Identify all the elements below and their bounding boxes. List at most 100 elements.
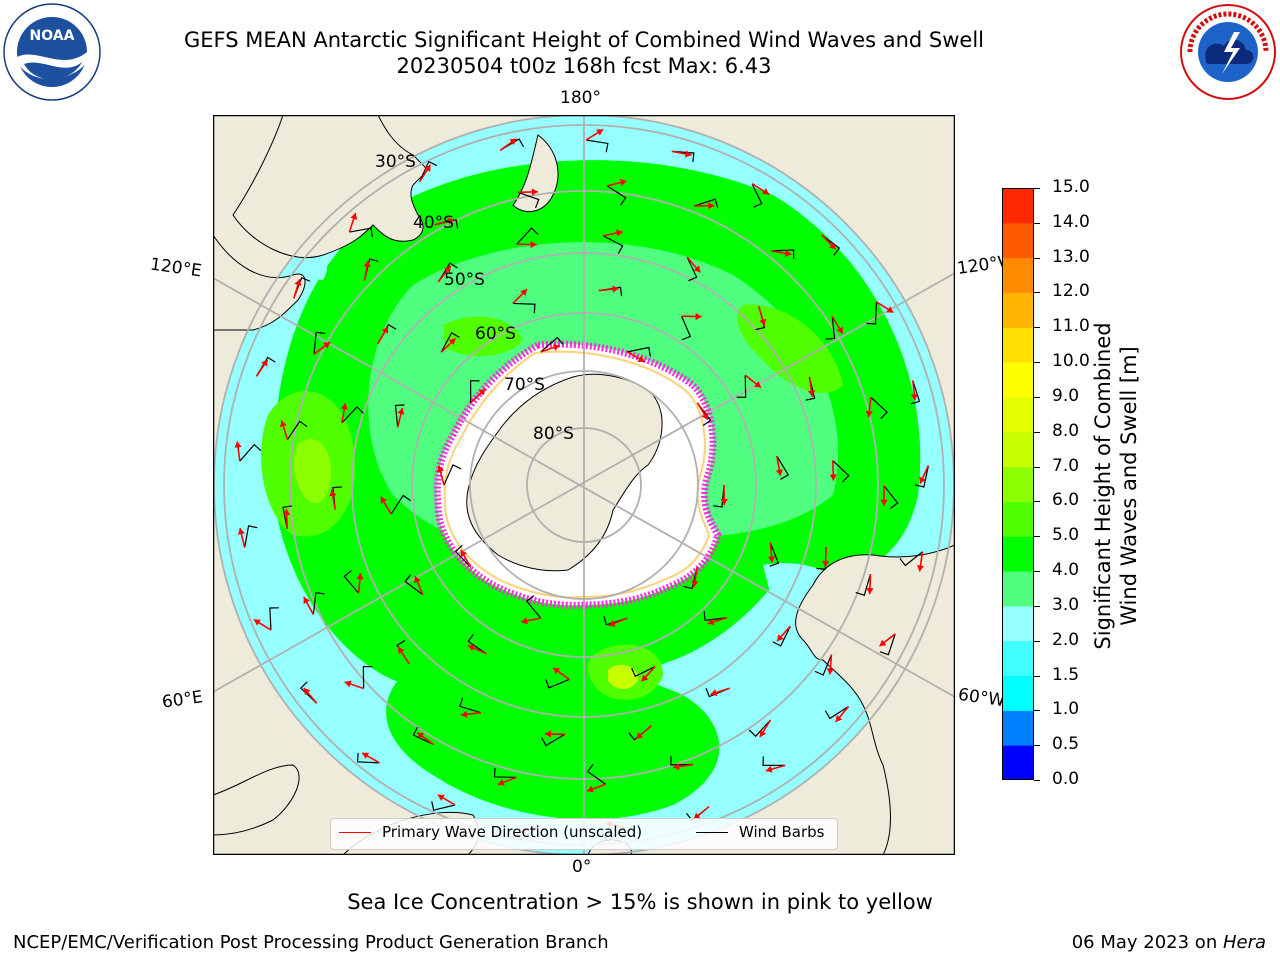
colorbar-tick-mark (1034, 362, 1040, 364)
wind-barb (312, 591, 325, 615)
wind-barb (454, 544, 472, 568)
map-subtitle: 20230504 t00z 168h fcst Max: 6.43 (396, 54, 772, 78)
colorbar-tick-label: 10.0 (1052, 351, 1090, 372)
wave-arrow-head (612, 285, 619, 293)
wind-barb (525, 595, 542, 619)
wind-barb (356, 752, 380, 764)
colorbar-tick-label: 6.0 (1052, 490, 1080, 511)
sea-ice-caption: Sea Ice Concentration > 15% is shown in … (347, 890, 933, 914)
wind-barb (517, 191, 540, 209)
colorbar-band (1002, 327, 1034, 363)
wind-barb (516, 227, 539, 245)
lon-label-60w: 60°W (956, 684, 1007, 712)
colorbar-label-line2: Wind Waves and Swell [m] (1117, 346, 1141, 626)
colorbar-band (1002, 640, 1034, 677)
wind-barb (467, 633, 487, 655)
wind-barb (286, 420, 308, 440)
wave-arrow-head (363, 260, 371, 268)
wind-barb (469, 380, 480, 403)
wave-arrow-head (509, 138, 517, 146)
wave-arrow-head (279, 420, 287, 428)
wave-arrow-head (362, 752, 370, 760)
wave-arrow-head (448, 338, 456, 346)
colorbar-tick-label: 14.0 (1052, 211, 1090, 232)
colorbar-tick-mark (1034, 745, 1040, 747)
wave-arrow-head (807, 390, 816, 397)
wind-barb (493, 767, 517, 778)
colorbar-tick-label: 9.0 (1052, 385, 1080, 406)
colorbar-outline (1002, 188, 1034, 780)
colorbar (1002, 188, 1034, 780)
wave-arrow-head (468, 644, 476, 652)
wave-arrow-head (691, 580, 699, 588)
wave-arrow-head (444, 266, 451, 274)
wave-arrow-head (767, 556, 776, 563)
wind-barb (769, 542, 780, 567)
wave-arrow-head (759, 318, 767, 326)
wind-barb (832, 460, 850, 483)
colorbar-tick-label: 11.0 (1052, 316, 1090, 337)
wave-arrow-head (765, 765, 773, 773)
colorbar-tick-label: 7.0 (1052, 455, 1080, 476)
wind-barb (703, 611, 727, 621)
wave-arrow-head (414, 576, 421, 584)
wind-barb (437, 262, 458, 283)
wave-arrow-head (417, 732, 425, 740)
wave-arrow-head (460, 549, 467, 557)
wind-barb (671, 150, 695, 163)
colorbar-band (1002, 605, 1034, 642)
wave-arrow-head (754, 381, 762, 388)
wave-arrow-head (253, 619, 261, 626)
colorbar-band (1002, 501, 1034, 537)
wind-barb (771, 249, 795, 259)
wave-arrow-head (294, 279, 302, 286)
wave-arrow-head (829, 474, 837, 481)
wind-barb (419, 160, 438, 182)
wind-barb (776, 455, 790, 480)
wave-arrow-head (447, 217, 454, 225)
colorbar-tick-label: 0.0 (1052, 769, 1080, 789)
wave-arrow-head (636, 732, 644, 739)
footer-date: 06 May 2023 on Hera (1072, 932, 1266, 953)
lat-label-40s: 40°S (413, 213, 454, 233)
wave-arrow-head (707, 618, 715, 626)
wave-arrow-head (762, 188, 770, 195)
wave-arrow-head (784, 249, 792, 257)
wind-barb (631, 666, 656, 678)
legend-barb-line (696, 832, 728, 833)
colorbar-tick-mark (1034, 640, 1040, 642)
wave-arrow-head (283, 509, 291, 516)
wave-arrow-head (637, 355, 645, 362)
nws-logo (1180, 4, 1276, 100)
footer-machine: Hera (1222, 932, 1266, 953)
wind-barbs (239, 138, 930, 842)
wind-barb (341, 406, 364, 424)
lon-label-60e: 60°E (160, 687, 205, 713)
noaa-logo: NOAA (3, 3, 101, 101)
wind-barb (313, 331, 326, 355)
wind-barb (282, 505, 292, 530)
wind-barb (751, 183, 763, 208)
colorbar-tick-label: 2.0 (1052, 629, 1080, 650)
wave-arrow-head (460, 710, 468, 718)
wave-arrow-head (673, 763, 680, 771)
wind-barb (670, 755, 693, 766)
wind-barb (866, 301, 878, 325)
wind-barb (541, 733, 566, 747)
wind-barb (443, 464, 462, 486)
wind-barb (855, 573, 872, 596)
wind-barb (239, 443, 262, 462)
wind-barb (602, 235, 624, 254)
wind-barb (586, 139, 609, 153)
wind-barb (349, 227, 373, 238)
lon-label-0: 0° (572, 857, 592, 877)
wave-arrow-head (381, 326, 388, 334)
colorbar-tick-mark (1034, 257, 1040, 259)
colorbar-tick-label: 13.0 (1052, 246, 1090, 267)
wave-arrow-head (553, 667, 560, 675)
wind-barb (824, 706, 849, 720)
wave-arrow-head (380, 496, 387, 504)
wave-arrow-head (910, 393, 918, 401)
colorbar-band (1002, 675, 1034, 711)
colorbar-band (1002, 571, 1034, 607)
